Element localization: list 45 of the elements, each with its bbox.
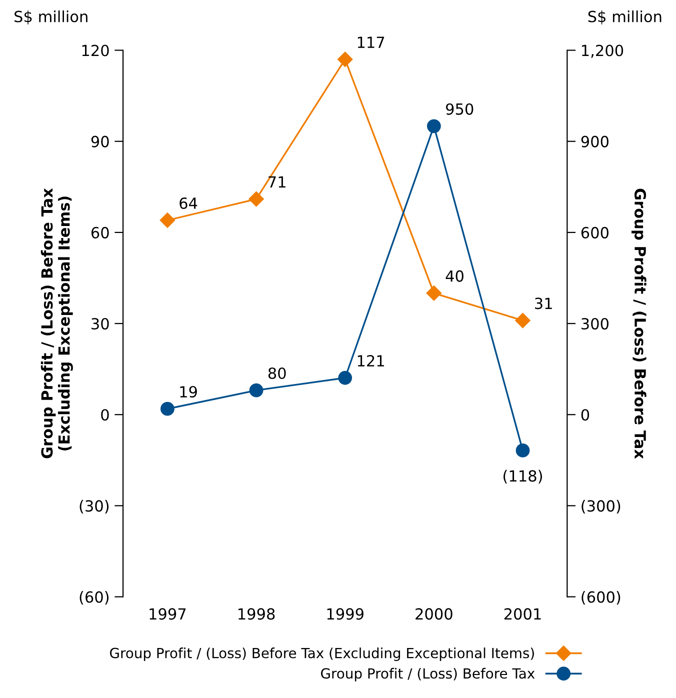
- x-tick-label: 2000: [416, 608, 452, 620]
- data-label: 71: [268, 176, 286, 188]
- y2-axis-title: Group Profit / (Loss) Before Tax: [632, 188, 646, 459]
- y-tick-label: 90: [91, 136, 109, 148]
- y2-tick-label: 600: [581, 226, 609, 238]
- data-label: 19: [180, 386, 197, 398]
- text: S$ million: [588, 10, 662, 24]
- x-tick-label: 2001: [504, 608, 541, 620]
- point: [160, 212, 176, 228]
- point: [515, 312, 530, 328]
- data-label: 40: [446, 270, 464, 282]
- legend-label: Group Profit / (Loss) Before Tax (Excluding Exceptional Items): [110, 648, 534, 661]
- y2-tick-label: 1,200: [582, 44, 624, 58]
- y2-tick-label: (600): [582, 591, 620, 605]
- y2-tick-label: (300): [582, 500, 620, 514]
- point: [338, 52, 353, 67]
- data-label: 64: [180, 197, 198, 209]
- y-tick-label: 120: [82, 44, 109, 56]
- y2-tick-label: 900: [581, 136, 609, 148]
- data-label: 117: [358, 36, 384, 48]
- y2-tick-label: 0: [581, 409, 590, 421]
- x-tick-label: 1997: [150, 608, 186, 620]
- data-label: (118): [504, 470, 542, 484]
- legend-label: Group Profit / (Loss) Before Tax: [321, 668, 535, 682]
- x-tick-label: 1998: [238, 608, 275, 620]
- data-label: 80: [268, 367, 286, 380]
- x-tick-label: 1999: [327, 608, 364, 620]
- y-tick-label: 60: [91, 226, 109, 238]
- point: [426, 286, 442, 301]
- y-tick-label: (30): [80, 500, 109, 514]
- data-label: 950: [446, 103, 474, 115]
- y-tick-label: (60): [80, 591, 109, 605]
- data-label: 121: [358, 355, 384, 366]
- point: [160, 402, 174, 416]
- point: [338, 370, 352, 385]
- y-axis-title: Group Profit / (Loss) Before Tax (Excluding Exceptional Items): [40, 188, 73, 458]
- text: S$ million: [14, 10, 88, 24]
- data-label: 31: [535, 298, 552, 310]
- point: [249, 383, 264, 398]
- point: [516, 443, 530, 458]
- y-tick-label: 30: [92, 318, 109, 330]
- point: [248, 191, 264, 207]
- y2-tick-label: 300: [582, 318, 609, 330]
- y-tick-label: 0: [101, 409, 109, 421]
- point: [426, 119, 441, 134]
